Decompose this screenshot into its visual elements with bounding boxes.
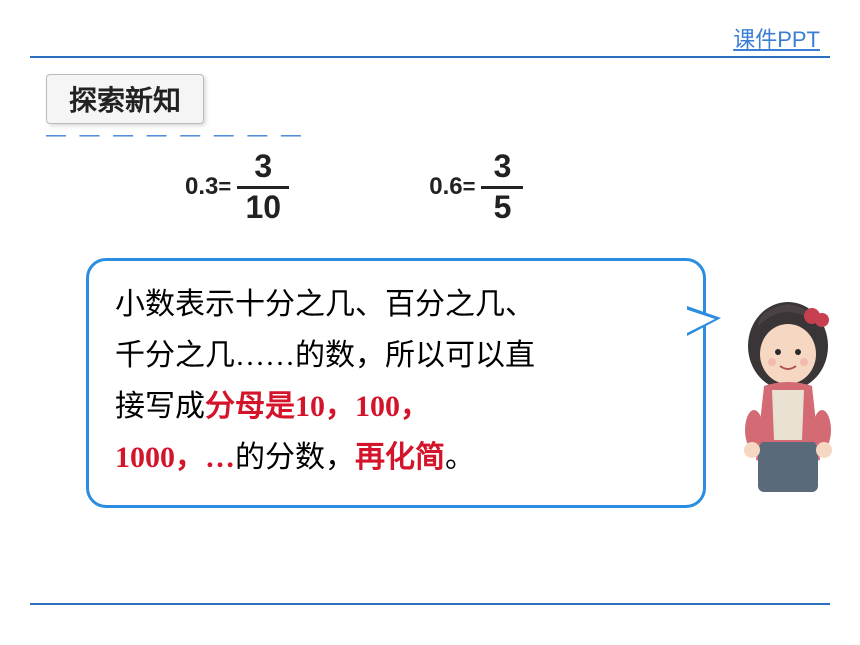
eq1-lhs: 0.3 [185,173,218,201]
courseware-link[interactable]: 课件PPT [733,22,820,54]
equation-1: 0.3 = 3 10 [185,150,289,224]
dash-underline: — — — — — — — — [46,124,305,147]
eq1-fraction: 3 10 [237,150,289,224]
eq2-numerator: 3 [494,150,512,184]
bubble-line-4c: 。 [445,441,475,474]
eq1-denominator: 10 [245,191,281,225]
top-divider [30,56,830,58]
girl-illustration [728,290,848,510]
bubble-line-2: 千分之几……的数，所以可以直 [115,330,677,381]
bottom-divider [30,603,830,605]
eq2-lhs: 0.6 [429,173,462,201]
eq1-numerator: 3 [254,150,272,184]
bubble-line-4-red-b: 再化简 [355,441,445,474]
section-title-tag: 探索新知 [46,74,204,124]
bubble-line-3a: 接写成 [115,390,205,423]
bubble-line-4: 1000，…的分数，再化简。 [115,432,677,483]
bubble-line-3-red: 分母是10，100， [205,390,430,423]
bubble-line-1: 小数表示十分之几、百分之几、 [115,279,677,330]
equals-icon: = [463,174,476,200]
equals-icon: = [218,174,231,200]
equations-row: 0.3 = 3 10 0.6 = 3 5 [185,150,523,224]
bubble-line-4-red-a: 1000，… [115,441,235,474]
speech-tail-icon [693,306,733,336]
eq2-fraction: 3 5 [481,150,523,224]
speech-bubble: 小数表示十分之几、百分之几、 千分之几……的数，所以可以直 接写成分母是10，1… [86,258,706,508]
bubble-line-4b: 的分数， [235,441,355,474]
bubble-line-3: 接写成分母是10，100， [115,381,677,432]
equation-2: 0.6 = 3 5 [429,150,523,224]
speech-bubble-container: 小数表示十分之几、百分之几、 千分之几……的数，所以可以直 接写成分母是10，1… [86,258,706,508]
eq2-denominator: 5 [494,191,512,225]
